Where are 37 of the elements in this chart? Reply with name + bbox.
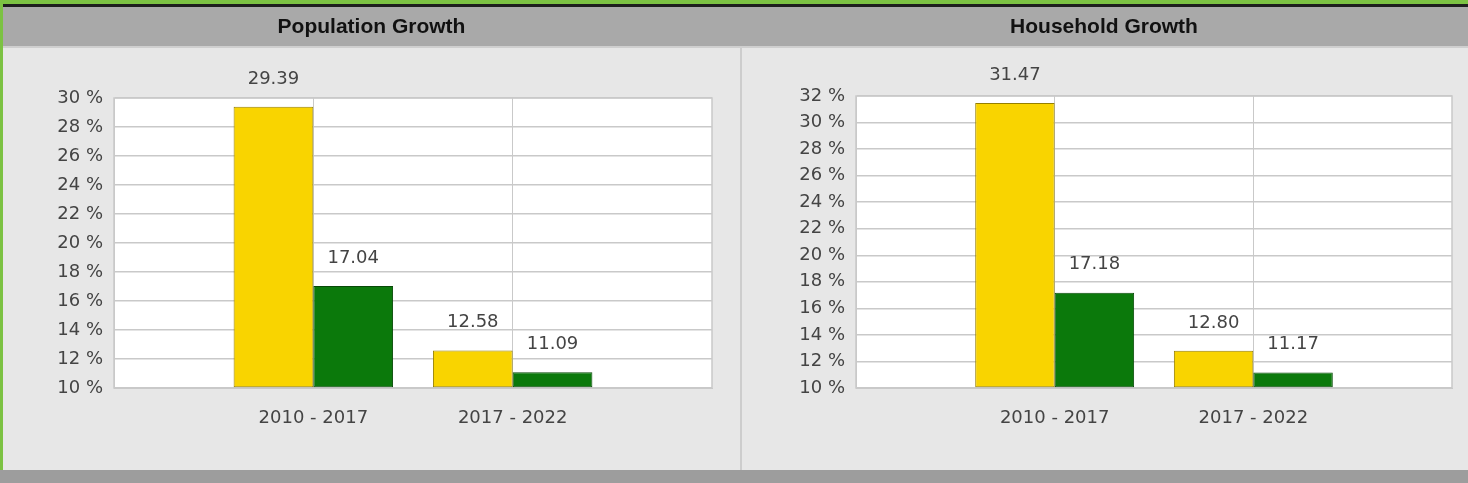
y-tick-label: 14 % — [57, 317, 103, 339]
data-label: 12.58 — [447, 310, 499, 332]
x-tick-label: 2010 - 2017 — [999, 406, 1110, 428]
x-tick-label: 2017 - 2022 — [1198, 406, 1309, 428]
data-label: 29.39 — [247, 66, 300, 88]
data-label: 17.04 — [327, 245, 379, 267]
y-tick-label: 14 % — [799, 322, 845, 344]
chart-title: Household Growth — [740, 7, 1468, 48]
y-tick-label: 28 % — [799, 136, 845, 158]
y-tick-label: 12 % — [57, 346, 103, 368]
y-tick-label: 20 % — [57, 230, 103, 252]
y-tick-label: 26 % — [799, 163, 845, 185]
data-label: 17.18 — [1068, 252, 1121, 274]
y-tick-label: 26 % — [57, 143, 103, 165]
data-label: 11.09 — [526, 331, 579, 353]
y-tick-label: 30 % — [57, 85, 103, 107]
y-tick-label: 22 % — [799, 216, 845, 238]
y-tick-label: 24 % — [799, 189, 845, 211]
y-tick-label: 32 % — [799, 83, 845, 105]
y-tick-label: 20 % — [799, 242, 845, 264]
y-tick-label: 24 % — [57, 172, 103, 194]
y-tick-label: 30 % — [799, 110, 845, 132]
y-tick-label: 22 % — [57, 201, 103, 223]
y-tick-label: 10 % — [799, 375, 845, 397]
x-tick-label: 2010 - 2017 — [258, 406, 369, 428]
y-tick-label: 18 % — [799, 269, 845, 291]
y-tick-label: 16 % — [799, 296, 845, 318]
y-tick-label: 12 % — [799, 349, 845, 371]
y-tick-label: 10 % — [57, 375, 103, 397]
y-tick-label: 16 % — [57, 288, 103, 310]
x-tick-label: 2017 - 2022 — [457, 406, 568, 428]
y-tick-label: 18 % — [57, 259, 103, 281]
chart-title: Population Growth — [3, 7, 740, 48]
y-tick-label: 28 % — [57, 114, 103, 136]
data-label: 11.17 — [1267, 332, 1319, 354]
data-label: 31.47 — [989, 62, 1041, 84]
data-label: 12.80 — [1187, 310, 1240, 332]
